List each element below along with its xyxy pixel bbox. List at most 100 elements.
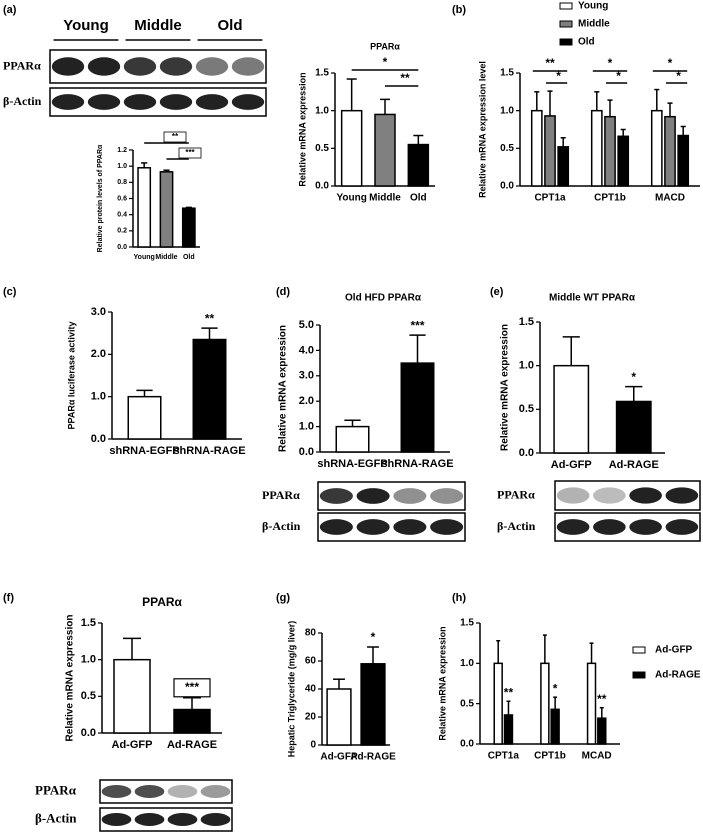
blot-row-label: β-Actin — [497, 519, 536, 533]
bar — [127, 395, 162, 440]
y-tick-label: 1.0 — [460, 658, 474, 669]
y-tick-label: 1.5 — [460, 618, 474, 629]
y-tick-label: 0.8 — [117, 179, 127, 186]
significance: ** — [597, 692, 607, 706]
blot-band — [195, 57, 229, 76]
y-axis-label: Relative mRNA expression — [65, 615, 76, 742]
bar — [615, 400, 652, 454]
bar — [617, 135, 630, 187]
blot-band — [159, 94, 193, 110]
significance: * — [668, 56, 673, 70]
blot-frame — [99, 779, 233, 804]
x-tick-label: Middle — [369, 193, 401, 204]
blot-group-label: Middle — [134, 17, 182, 34]
panel-label: (f) — [3, 592, 14, 604]
x-tick-label: Ad-RAGE — [350, 752, 396, 763]
x-tick-label: CPT1b — [594, 193, 626, 204]
legend-label: Ad-RAGE — [655, 670, 701, 681]
y-tick-label: 1.0 — [315, 105, 329, 116]
y-tick-label: 0.5 — [81, 690, 96, 702]
x-tick-label: Ad-GFP — [551, 459, 592, 471]
bar — [650, 109, 663, 187]
bar — [181, 207, 196, 248]
blot-band — [593, 519, 626, 535]
bar — [326, 688, 352, 746]
y-tick-label: 0.5 — [519, 403, 534, 415]
y-tick-label: 0.0 — [500, 181, 514, 192]
significance: *** — [185, 680, 199, 694]
x-tick-label: Ad-GFP — [112, 739, 153, 751]
blot-band — [134, 813, 165, 826]
blot-band — [665, 519, 699, 535]
x-tick-label: Ad-RAGE — [167, 739, 217, 751]
y-axis-label: PPARα luciferase activity — [66, 322, 76, 430]
blot-band — [393, 519, 427, 535]
y-tick-label: 40 — [305, 684, 317, 695]
x-tick-label: Old — [410, 193, 427, 204]
y-tick-label: 0 — [310, 740, 316, 751]
significance: *** — [185, 148, 195, 157]
blot-row-label: PPARα — [35, 782, 77, 797]
blot-band — [393, 488, 427, 504]
blot-band — [319, 488, 353, 504]
bar — [664, 115, 676, 187]
blot-band — [123, 57, 157, 76]
blot-frame — [49, 87, 267, 117]
y-tick-label: 0.0 — [81, 727, 96, 739]
y-tick-label: 0.0 — [299, 446, 314, 458]
blot-band — [51, 57, 85, 76]
blot-band — [134, 785, 165, 798]
bar — [540, 662, 550, 745]
panel-label: (h) — [452, 592, 466, 604]
y-tick-label: 1.2 — [117, 147, 127, 154]
blot-band — [87, 94, 121, 110]
y-tick-label: 0.0 — [460, 739, 474, 750]
bar — [604, 115, 616, 187]
significance: * — [631, 370, 636, 384]
bar — [597, 717, 607, 745]
y-tick-label: 2.0 — [299, 395, 314, 407]
x-tick-label: Ad-RAGE — [609, 459, 659, 471]
panel-label: (b) — [452, 4, 466, 16]
bar — [677, 134, 690, 187]
legend-swatch — [632, 671, 646, 679]
y-tick-label: 1.5 — [500, 68, 514, 79]
significance: * — [616, 69, 621, 83]
chart-title: PPARα — [370, 41, 400, 51]
y-tick-label: 4.0 — [299, 344, 314, 356]
blot-row-label: PPARα — [3, 58, 41, 72]
y-tick-label: 0.5 — [315, 143, 329, 154]
blot-band — [593, 487, 626, 504]
y-tick-label: 0.0 — [117, 244, 127, 251]
bar — [407, 143, 430, 187]
bar — [374, 113, 396, 187]
blot-band — [319, 519, 353, 535]
significance: ** — [205, 311, 215, 325]
blot-band — [231, 94, 265, 110]
x-tick-label: CPT1a — [534, 193, 566, 204]
x-tick-label: shRNA-RAGE — [173, 445, 245, 457]
significance: * — [608, 56, 613, 70]
legend-label: Middle — [578, 19, 610, 30]
significance: * — [553, 681, 558, 695]
x-tick-label: CPT1b — [534, 751, 566, 762]
blot-band — [51, 94, 85, 110]
y-tick-label: 0.6 — [117, 195, 127, 202]
blot-band — [356, 488, 390, 504]
y-axis-label: Relative mRNA expression — [500, 324, 511, 451]
y-tick-label: 0.0 — [315, 181, 329, 192]
blot-row-label: β-Actin — [3, 94, 42, 108]
bar — [400, 362, 435, 453]
y-tick-label: 0.5 — [500, 143, 514, 154]
chart-title: Old HFD PPARα — [345, 293, 422, 304]
blot-frame — [49, 49, 267, 84]
legend-label: Young — [578, 1, 608, 12]
blot-band — [195, 94, 229, 110]
y-tick-label: 80 — [305, 628, 317, 639]
legend-swatch — [632, 646, 646, 654]
bar — [340, 109, 363, 187]
blot-band — [200, 785, 231, 798]
blot-band — [629, 519, 662, 535]
blot-band — [231, 57, 265, 76]
